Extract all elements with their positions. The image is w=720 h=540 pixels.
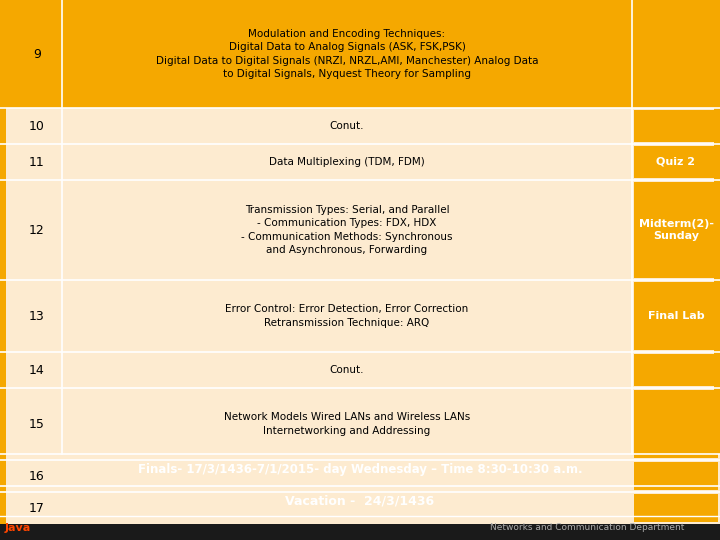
Bar [0, 144, 720, 180]
Text: Network Models Wired LANs and Wireless LANs
Internetworking and Addressing: Network Models Wired LANs and Wireless L… [224, 413, 470, 436]
Text: 11: 11 [29, 156, 45, 168]
Bar [0, 516, 720, 540]
Bar [634, 146, 718, 178]
Text: Midterm(2)-
Sunday: Midterm(2)- Sunday [639, 219, 714, 241]
Text: 13: 13 [29, 309, 45, 322]
Bar [634, 462, 718, 490]
Bar [0, 0, 720, 108]
Bar [634, 354, 718, 386]
Text: Final Lab: Final Lab [648, 311, 704, 321]
Text: Transmission Types: Serial, and Parallel
- Communication Types: FDX, HDX
- Commu: Transmission Types: Serial, and Parallel… [241, 205, 453, 255]
Bar [634, 110, 718, 142]
Text: Error Control: Error Detection, Error Correction
Retransmission Technique: ARQ: Error Control: Error Detection, Error Co… [225, 305, 469, 328]
Text: 10: 10 [29, 119, 45, 132]
Text: 15: 15 [29, 417, 45, 430]
Text: Networks and Communication Department: Networks and Communication Department [490, 523, 684, 532]
Bar [714, 0, 720, 454]
Bar [634, 390, 718, 458]
Text: 17: 17 [29, 502, 45, 515]
Bar [0, 454, 720, 486]
Bar [0, 280, 6, 352]
Bar [0, 492, 720, 524]
Bar [0, 108, 720, 144]
Bar [634, 282, 718, 350]
Text: Data Multiplexing (TDM, FDM): Data Multiplexing (TDM, FDM) [269, 157, 425, 167]
Bar [0, 108, 6, 144]
Bar [0, 388, 720, 460]
Bar [0, 388, 6, 460]
Bar [0, 0, 6, 108]
Text: Conut.: Conut. [330, 365, 364, 375]
Bar [0, 460, 6, 492]
Bar [0, 144, 6, 180]
Bar [0, 352, 6, 388]
Bar [0, 180, 6, 280]
Text: Modulation and Encoding Techniques:
Digital Data to Analog Signals (ASK, FSK,PSK: Modulation and Encoding Techniques: Digi… [156, 29, 539, 79]
Text: Vacation -  24/3/1436: Vacation - 24/3/1436 [285, 495, 435, 508]
Text: 16: 16 [29, 469, 45, 483]
Text: 12: 12 [29, 224, 45, 237]
Bar [0, 460, 720, 492]
Text: Quiz 2: Quiz 2 [657, 157, 696, 167]
Text: Java: Java [5, 523, 31, 533]
Bar [0, 486, 720, 516]
Bar [634, 2, 718, 106]
Text: Conut.: Conut. [330, 121, 364, 131]
Bar [0, 280, 720, 352]
Text: 9: 9 [33, 48, 41, 60]
Bar [0, 180, 720, 280]
Text: 14: 14 [29, 363, 45, 376]
Bar [634, 182, 718, 278]
Bar [0, 492, 6, 524]
Bar [0, 352, 720, 388]
Bar [634, 494, 718, 522]
Text: Finals- 17/3/1436-7/1/2015- day Wednesday – Time 8:30-10:30 a.m.: Finals- 17/3/1436-7/1/2015- day Wednesda… [138, 463, 582, 476]
